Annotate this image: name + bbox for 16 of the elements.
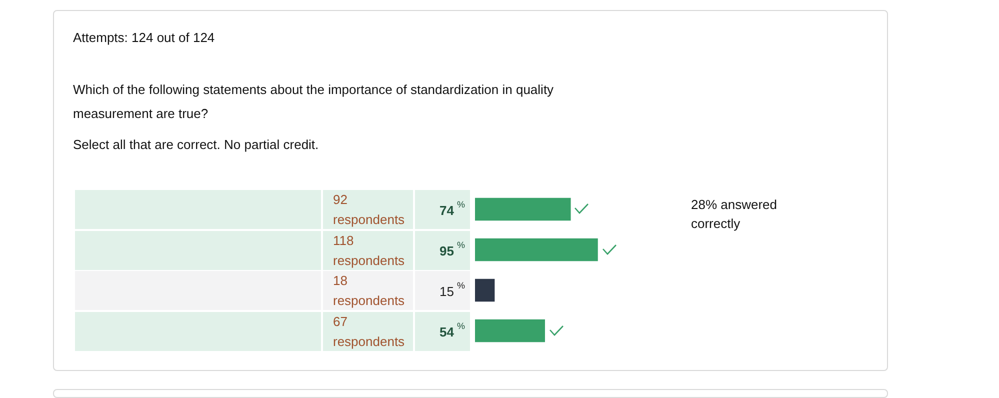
bar: [475, 238, 598, 262]
text: 67 respondents: [323, 312, 413, 350]
text: 92 respondents: [323, 190, 413, 229]
data-label: 15 %: [440, 280, 466, 299]
text: 118 respondents: [323, 230, 413, 270]
text: 28% answered correctly: [691, 196, 778, 233]
bar: [475, 278, 495, 302]
bar: [475, 319, 545, 342]
text: Attempts: 124 out of 124: [73, 30, 215, 45]
data-label: 95 %: [440, 240, 466, 258]
bar: [475, 198, 571, 221]
text: Which of the following statements about the importance of standardization in quality measurement are true?: [73, 81, 555, 123]
text: 18 respondents: [323, 271, 413, 310]
data-label: 54 %: [440, 321, 466, 340]
data-label: 74 %: [440, 200, 466, 218]
text: Select all that are correct. No partial credit.: [73, 137, 319, 152]
